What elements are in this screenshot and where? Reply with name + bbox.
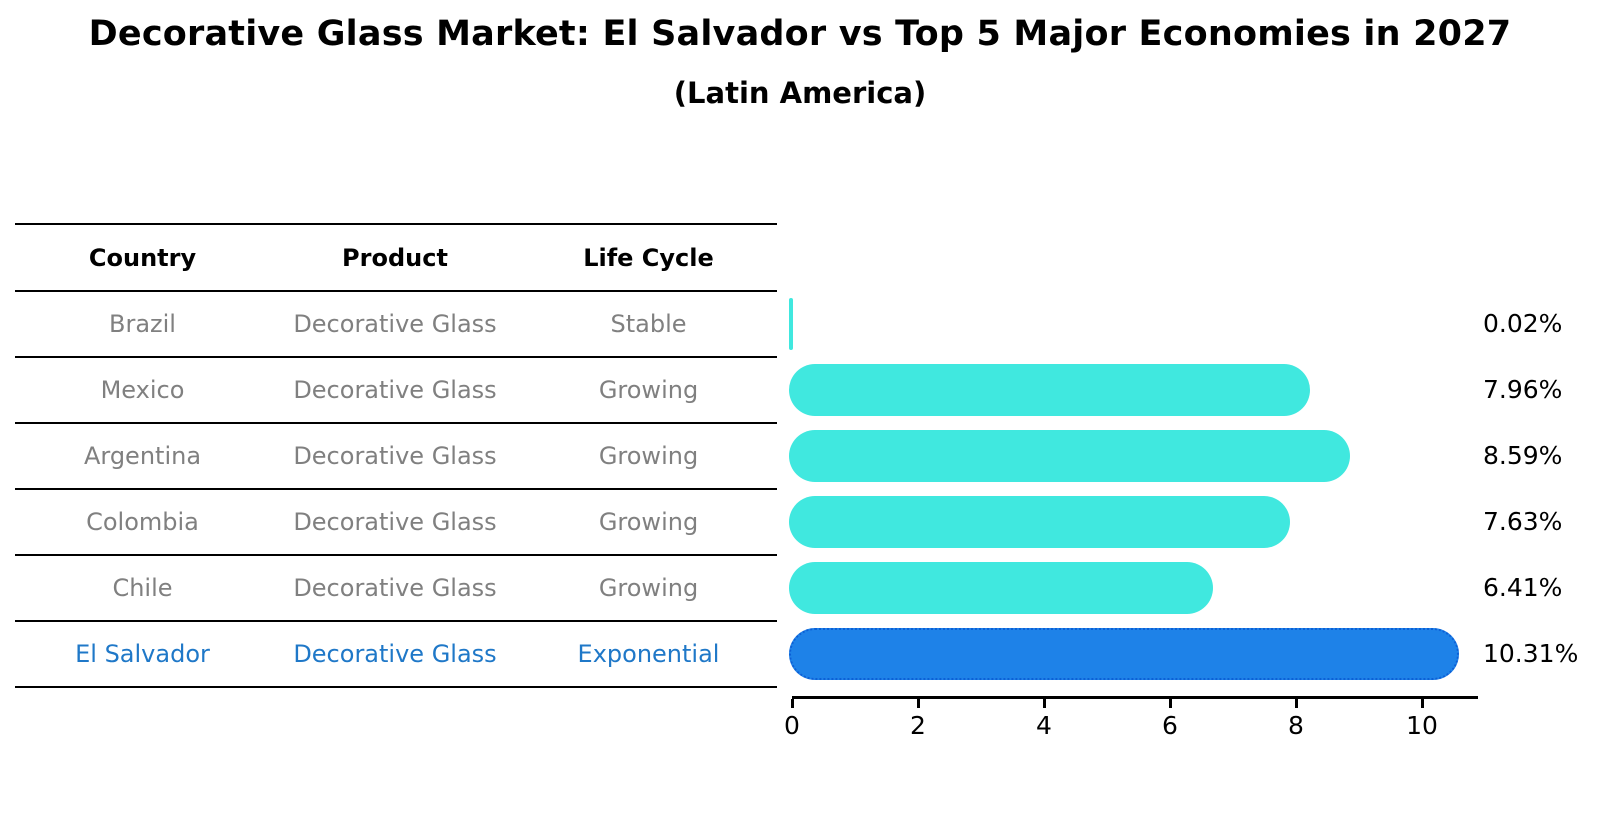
- cell-product: Decorative Glass: [293, 442, 497, 470]
- x-axis-label-0: 0: [784, 711, 800, 740]
- bar-argentina: [789, 430, 1351, 482]
- cell-country: El Salvador: [75, 640, 210, 668]
- bar-colombia: [789, 496, 1290, 548]
- table-row-colombia: Colombia Decorative Glass Growing: [15, 490, 777, 556]
- cell-life-cycle: Growing: [598, 442, 699, 470]
- cell-life-cycle: Growing: [598, 376, 699, 404]
- value-label-colombia: 7.63%: [1483, 507, 1563, 536]
- country-table: Country Product Life Cycle Brazil Decorat…: [15, 223, 777, 688]
- table-row-el-salvador: El Salvador Decorative Glass Exponential: [15, 622, 777, 688]
- x-axis-line: [792, 696, 1478, 699]
- value-label-chile: 6.41%: [1483, 573, 1563, 602]
- cell-product: Decorative Glass: [293, 640, 497, 668]
- cell-country: Colombia: [86, 508, 199, 536]
- x-axis-label-10: 10: [1406, 711, 1438, 740]
- value-label-mexico: 7.96%: [1483, 375, 1563, 404]
- bar-chile: [789, 562, 1213, 614]
- cell-life-cycle: Growing: [598, 574, 699, 602]
- value-label-el-salvador: 10.31%: [1483, 639, 1579, 668]
- x-axis-tick-0: [791, 699, 794, 708]
- table-row-mexico: Mexico Decorative Glass Growing: [15, 358, 777, 424]
- cell-life-cycle: Exponential: [577, 640, 720, 668]
- table-row-chile: Chile Decorative Glass Growing: [15, 556, 777, 622]
- cell-product: Decorative Glass: [293, 508, 497, 536]
- table-body: Brazil Decorative Glass Stable Mexico Decora…: [15, 292, 777, 688]
- cell-country: Argentina: [83, 442, 202, 470]
- cell-life-cycle: Growing: [598, 508, 699, 536]
- x-axis-tick-2: [917, 699, 920, 708]
- table-row-argentina: Argentina Decorative Glass Growing: [15, 424, 777, 490]
- table-header-country: Country: [88, 243, 197, 272]
- cell-life-cycle: Stable: [610, 310, 687, 338]
- table-header-life-cycle: Life Cycle: [583, 243, 714, 272]
- table-header-row: Country Product Life Cycle: [15, 225, 777, 292]
- x-axis-tick-6: [1169, 699, 1172, 708]
- value-label-brazil: 0.02%: [1483, 309, 1563, 338]
- cell-product: Decorative Glass: [293, 574, 497, 602]
- bar-el-salvador: [789, 628, 1459, 680]
- cell-country: Chile: [112, 574, 173, 602]
- bar-mexico: [789, 364, 1311, 416]
- x-axis-label-6: 6: [1162, 711, 1178, 740]
- x-axis-tick-4: [1043, 699, 1046, 708]
- table-header-product: Product: [342, 243, 448, 272]
- x-axis-label-2: 2: [910, 711, 926, 740]
- x-axis-label-4: 4: [1036, 711, 1052, 740]
- cell-country: Brazil: [109, 310, 176, 338]
- bar-brazil: [789, 298, 793, 350]
- cell-product: Decorative Glass: [293, 376, 497, 404]
- table-row-brazil: Brazil Decorative Glass Stable: [15, 292, 777, 358]
- chart-title: Decorative Glass Market: El Salvador vs …: [88, 14, 1512, 54]
- chart-subtitle: (Latin America): [673, 76, 927, 110]
- x-axis-tick-10: [1421, 699, 1424, 708]
- x-axis-tick-8: [1295, 699, 1298, 708]
- value-label-argentina: 8.59%: [1483, 441, 1563, 470]
- cell-country: Mexico: [100, 376, 185, 404]
- cell-product: Decorative Glass: [293, 310, 497, 338]
- x-axis-label-8: 8: [1288, 711, 1304, 740]
